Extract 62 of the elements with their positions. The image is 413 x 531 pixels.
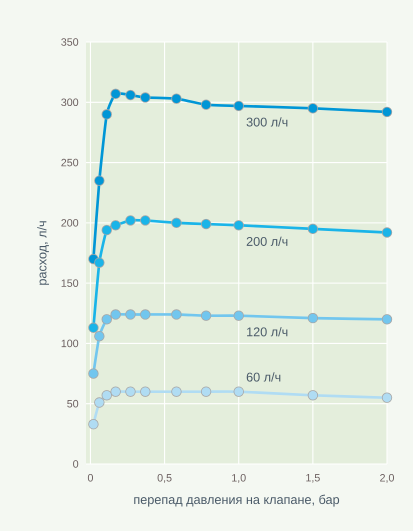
point bbox=[125, 90, 136, 100]
point bbox=[382, 227, 392, 238]
series-label: 200 л/ч bbox=[246, 236, 288, 246]
point bbox=[88, 368, 99, 379]
y-tick-label: 200 bbox=[61, 219, 78, 227]
point bbox=[125, 309, 136, 320]
point bbox=[171, 218, 182, 228]
point bbox=[308, 312, 318, 324]
series-label: 120 л/ч bbox=[247, 327, 288, 336]
point bbox=[234, 310, 244, 321]
point bbox=[171, 386, 182, 397]
y-tick-label: 250 bbox=[61, 158, 78, 166]
x-tick-label: 0,5 bbox=[158, 474, 172, 483]
x-tick-label: 1,0 bbox=[232, 474, 246, 483]
point bbox=[382, 392, 392, 403]
point bbox=[102, 109, 112, 120]
point bbox=[234, 386, 244, 397]
x-axis-title: перепад давления на клапане, бар bbox=[134, 494, 340, 507]
y-tick-label: 150 bbox=[62, 279, 78, 287]
series-label: 300 л/ч bbox=[246, 117, 288, 127]
point bbox=[110, 88, 121, 100]
point bbox=[88, 419, 99, 430]
point bbox=[94, 257, 105, 268]
point bbox=[382, 314, 392, 325]
y-tick-label: 100 bbox=[62, 340, 78, 348]
point bbox=[94, 397, 105, 408]
point bbox=[200, 218, 212, 230]
point bbox=[110, 386, 121, 397]
point bbox=[125, 386, 136, 397]
point bbox=[94, 175, 105, 186]
series-label: 60 л/ч bbox=[246, 372, 280, 382]
x-tick-label: 0 bbox=[88, 474, 93, 482]
y-axis-title: расход, л/ч bbox=[37, 221, 50, 285]
y-tick-label: 0 bbox=[73, 460, 78, 468]
point bbox=[308, 390, 318, 400]
point bbox=[382, 106, 392, 118]
point bbox=[171, 309, 182, 320]
y-tick-label: 350 bbox=[61, 38, 78, 46]
point bbox=[171, 93, 182, 104]
point bbox=[308, 103, 318, 114]
point bbox=[308, 224, 318, 234]
point bbox=[234, 220, 244, 230]
point bbox=[110, 309, 121, 320]
point bbox=[88, 322, 99, 333]
point bbox=[125, 215, 136, 226]
point bbox=[140, 215, 151, 226]
point bbox=[200, 386, 212, 397]
point bbox=[140, 92, 151, 103]
point bbox=[102, 224, 112, 236]
point bbox=[94, 330, 105, 342]
point bbox=[140, 386, 151, 397]
point bbox=[102, 390, 112, 400]
point bbox=[110, 220, 121, 230]
point bbox=[102, 314, 112, 325]
y-tick-label: 300 bbox=[61, 98, 78, 106]
point bbox=[140, 309, 151, 320]
x-tick-label: 2,0 bbox=[380, 474, 394, 483]
point bbox=[200, 310, 212, 321]
y-tick-label: 50 bbox=[67, 400, 78, 408]
x-tick-label: 1,5 bbox=[306, 474, 320, 483]
point bbox=[200, 100, 212, 110]
point bbox=[234, 100, 244, 112]
